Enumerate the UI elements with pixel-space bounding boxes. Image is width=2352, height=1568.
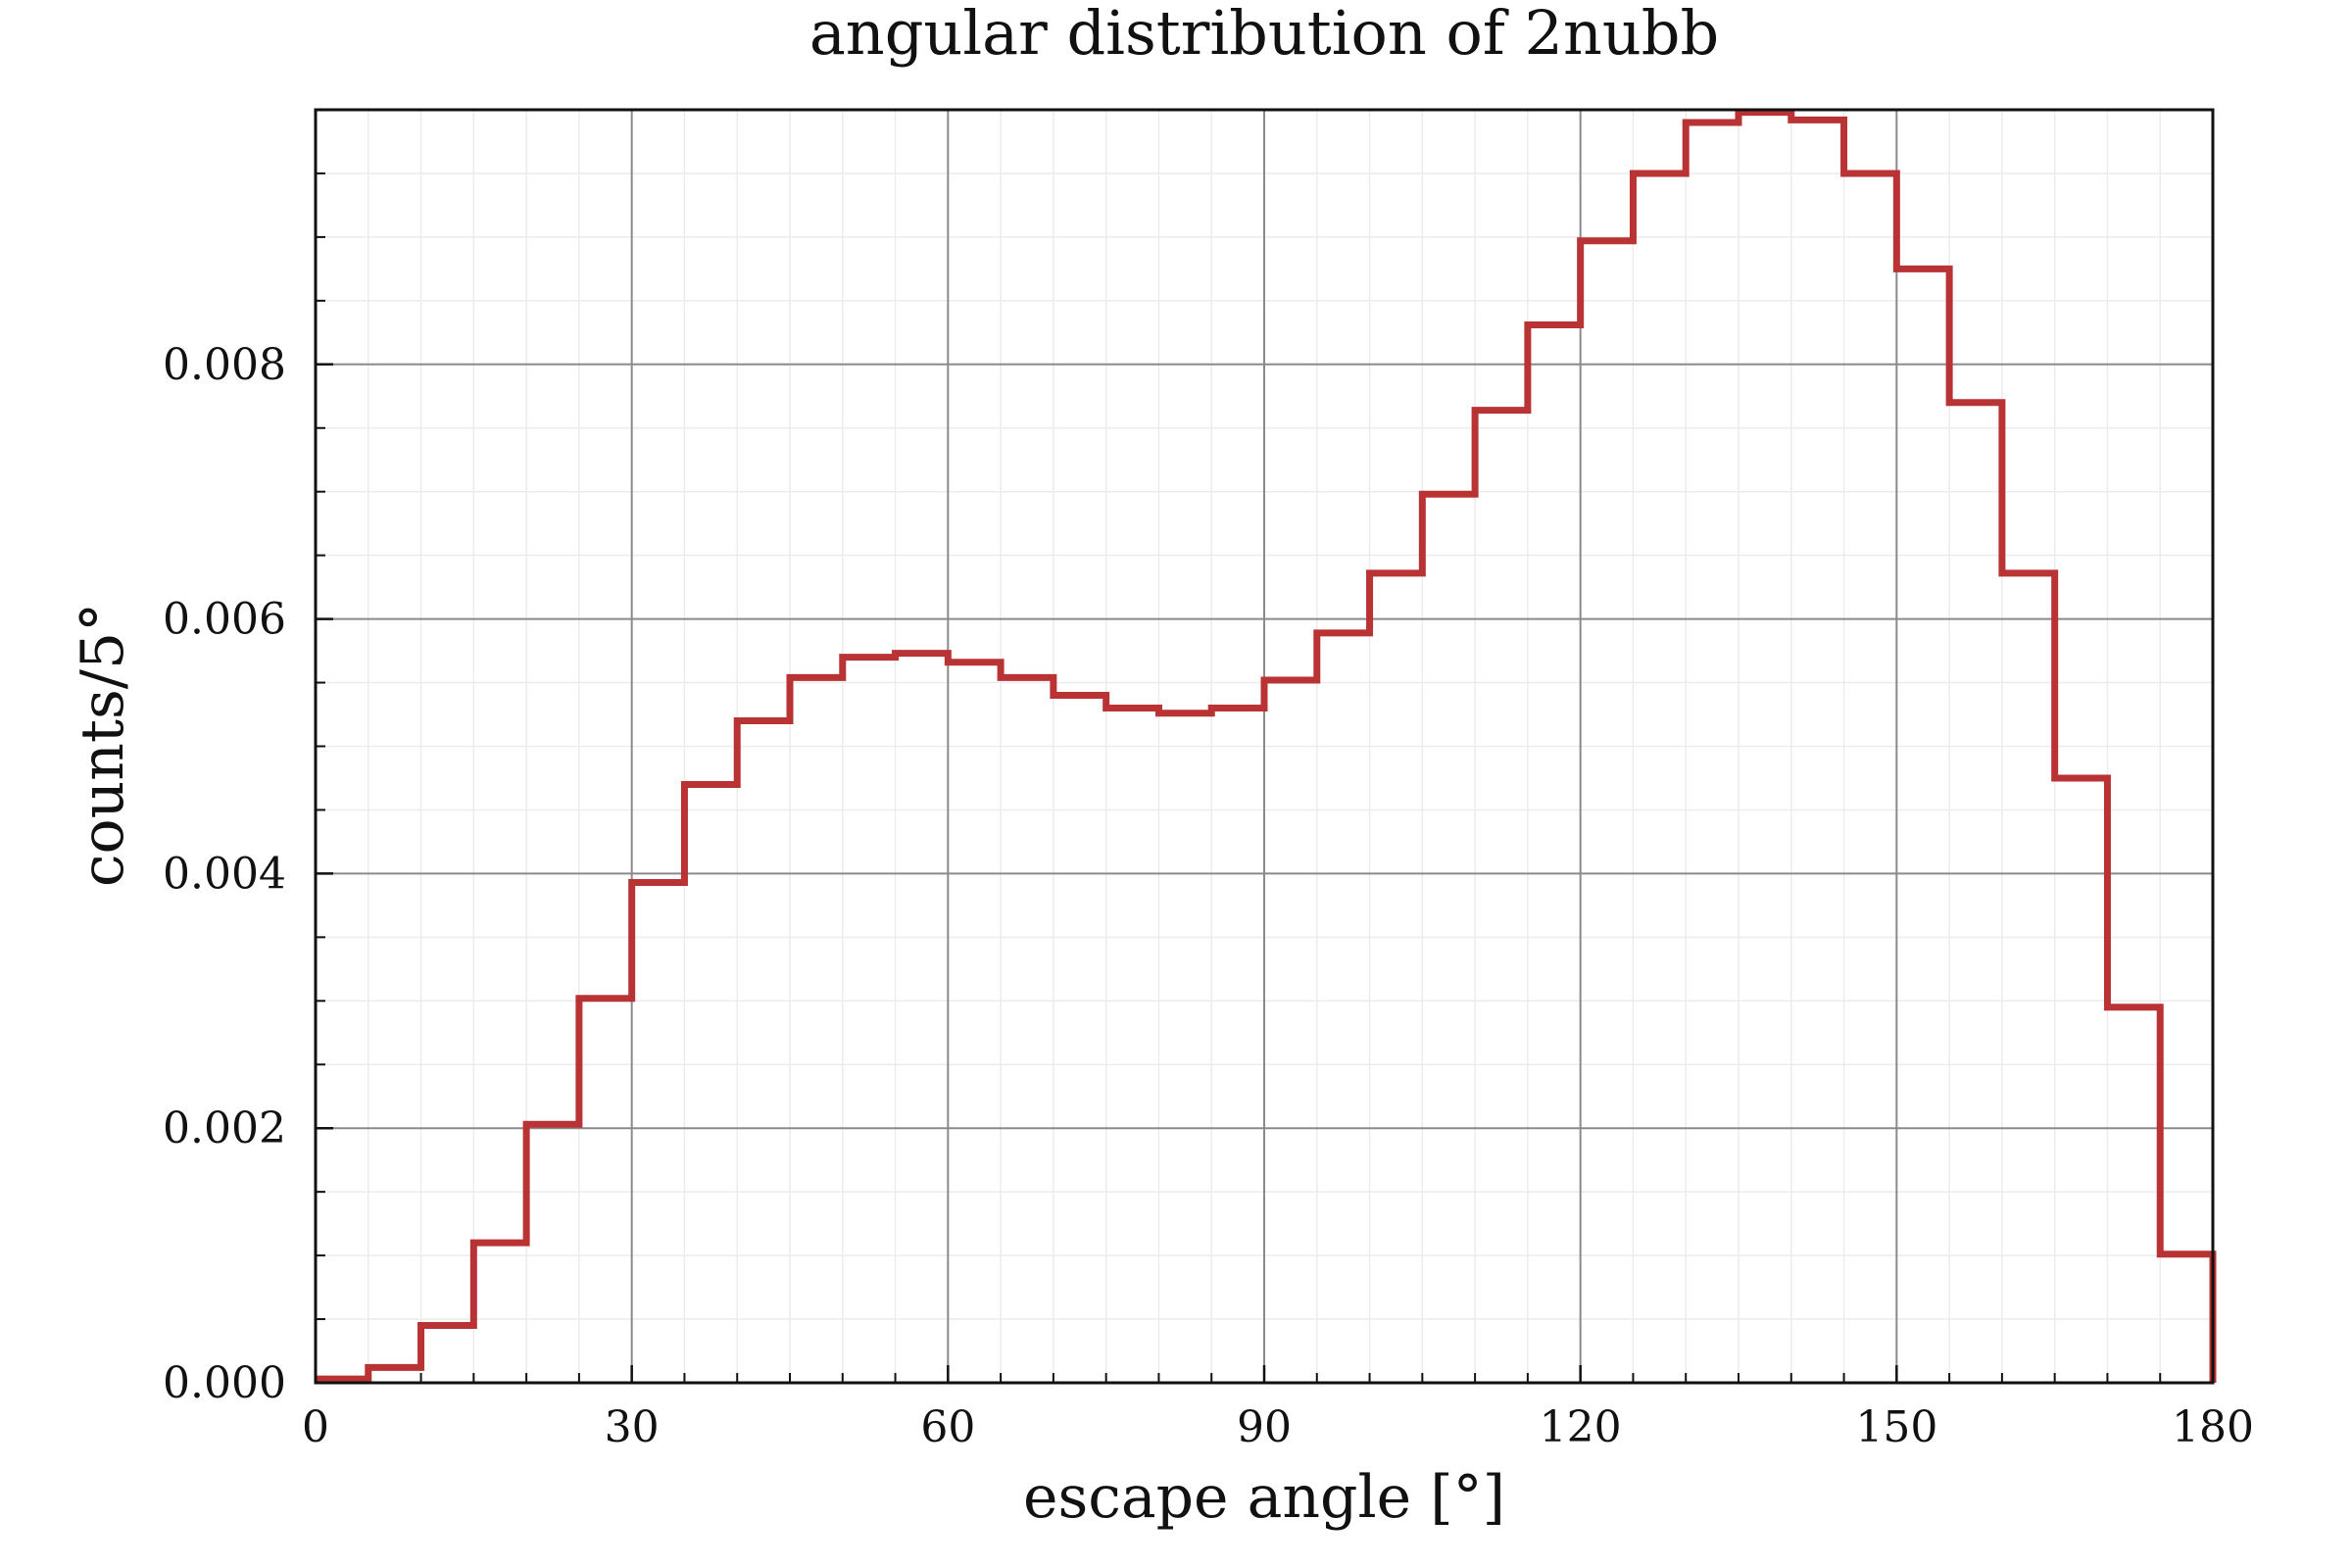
histogram-bin bbox=[2107, 1007, 2160, 1383]
y-tick-label: 0.008 bbox=[163, 340, 286, 390]
histogram-bin bbox=[1844, 173, 1897, 1383]
histogram-bin bbox=[1422, 494, 1475, 1383]
y-tick-label: 0.000 bbox=[163, 1358, 286, 1408]
x-tick-label: 30 bbox=[605, 1402, 660, 1452]
plot-frame bbox=[314, 108, 2215, 1385]
histogram-bin bbox=[1106, 709, 1159, 1383]
histogram-bin bbox=[1054, 696, 1106, 1383]
x-tick-label: 150 bbox=[1855, 1402, 1937, 1452]
histogram-bin bbox=[579, 999, 632, 1383]
histogram-step-line bbox=[316, 109, 2217, 1383]
histogram-bin bbox=[2160, 1254, 2213, 1383]
histogram-bin bbox=[1370, 573, 1423, 1383]
histogram-bin bbox=[1686, 122, 1739, 1383]
x-tick-label: 180 bbox=[2172, 1402, 2254, 1452]
histogram-bin bbox=[1633, 173, 1686, 1383]
histogram-series bbox=[316, 109, 2217, 1383]
histogram-bin bbox=[421, 1326, 474, 1383]
x-tick-labels: 0 30 60 90 120 150 180 bbox=[302, 1402, 2254, 1452]
histogram-bin bbox=[1791, 120, 1844, 1383]
histogram-bin bbox=[1264, 680, 1317, 1383]
histogram-bin bbox=[2002, 573, 2055, 1383]
histogram-bin bbox=[1739, 113, 1791, 1383]
histogram-bin bbox=[632, 882, 685, 1383]
histogram-bin bbox=[1581, 241, 1634, 1383]
histogram-bin bbox=[737, 721, 790, 1383]
x-tick-label: 90 bbox=[1237, 1402, 1292, 1452]
histogram-bin bbox=[1317, 633, 1370, 1383]
histogram-bin bbox=[526, 1124, 579, 1383]
y-tick-label: 0.004 bbox=[163, 849, 286, 899]
histogram-bin bbox=[1158, 713, 1211, 1383]
histogram-bin bbox=[684, 784, 737, 1383]
histogram-bin bbox=[1211, 709, 1264, 1383]
histogram-bin bbox=[1475, 411, 1528, 1383]
histogram-bin bbox=[368, 1367, 421, 1383]
histogram-bin bbox=[473, 1243, 526, 1383]
histogram-bin bbox=[1949, 403, 2002, 1383]
histogram-bin bbox=[843, 658, 896, 1383]
x-axis-label: escape angle [°] bbox=[1023, 1463, 1505, 1532]
histogram-bin bbox=[1896, 269, 1949, 1383]
x-tick-label: 0 bbox=[302, 1402, 329, 1452]
histogram-bin bbox=[1001, 677, 1054, 1383]
y-axis-label: counts/5° bbox=[69, 603, 137, 887]
histogram-bin bbox=[1528, 325, 1581, 1383]
y-tick-label: 0.002 bbox=[163, 1103, 286, 1153]
chart-title: angular distribution of 2nubb bbox=[809, 0, 1719, 69]
x-tick-label: 60 bbox=[920, 1402, 975, 1452]
x-tick-label: 120 bbox=[1540, 1402, 1622, 1452]
major-grid bbox=[316, 110, 2213, 1383]
histogram-bin bbox=[948, 662, 1001, 1383]
histogram-bin bbox=[790, 677, 843, 1383]
y-tick-label: 0.006 bbox=[163, 595, 286, 645]
y-tick-labels: 0.000 0.002 0.004 0.006 0.008 bbox=[163, 340, 286, 1408]
histogram-bin bbox=[2055, 778, 2108, 1383]
histogram-bin bbox=[896, 654, 949, 1383]
